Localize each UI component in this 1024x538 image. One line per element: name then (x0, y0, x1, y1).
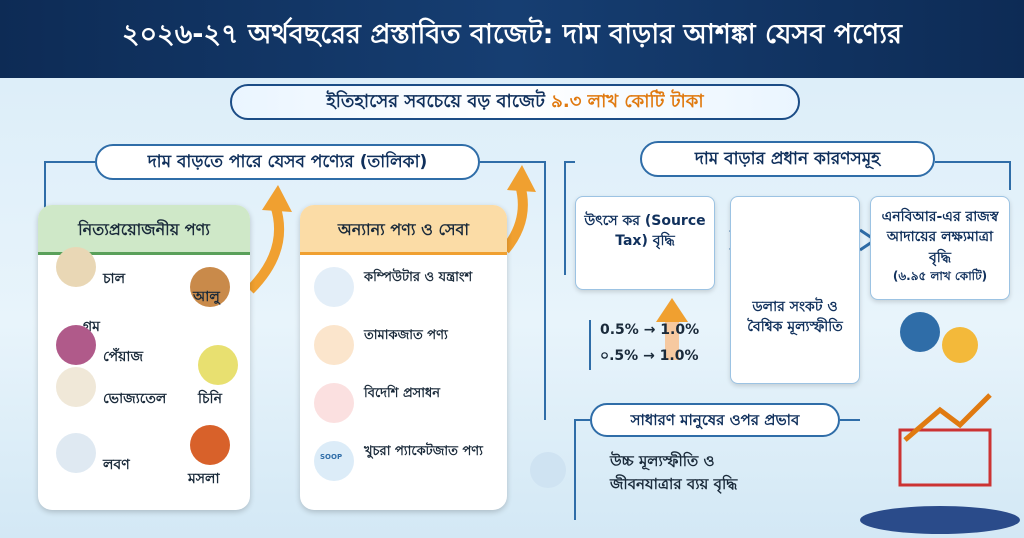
item-label: বিদেশি প্রসাধন (364, 386, 441, 401)
budget-highlight: ৯.৩ লাখ কোটি টাকা (551, 91, 704, 112)
item-icon (190, 267, 230, 307)
item-label: খুচরা প্যাকেটজাত পণ্য (364, 444, 483, 459)
rate: ০.5% → 1.0% (600, 348, 699, 364)
item-label: চাল (103, 271, 126, 287)
essentials-title: নিত্যপ্রয়োজনীয় পণ্য (38, 205, 250, 255)
item-icon (198, 345, 238, 385)
item-icon (314, 441, 354, 481)
item-icon (314, 383, 354, 423)
title: ২০২৬-২৭ অর্থবছরের প্রস্তাবিত বাজেট: দাম … (122, 19, 902, 50)
item-label: চিনি (198, 391, 222, 407)
rate: 0.5% → 1.0% (600, 322, 700, 338)
nbr-amount: (৬.৯৫ লাখ কোটি) (892, 268, 988, 283)
item-label: কম্পিউটার ও যন্ত্রাংশ (364, 270, 473, 285)
item-icon (190, 425, 230, 465)
icon-label: SOOP (320, 453, 343, 461)
item-icon (56, 433, 96, 473)
essentials-card: নিত্যপ্রয়োজনীয় পণ্য চাল গম আলু পেঁয়াজ ভোজ… (38, 205, 250, 510)
item-label: ভোজ্যতেল (103, 391, 167, 407)
impact-heading: সাধারণ মানুষের ওপর প্রভাব (590, 403, 840, 437)
item-label: পেঁয়াজ (103, 349, 144, 365)
item-label: লবণ (103, 457, 130, 473)
subtitle: ইতিহাসের সবচেয়ে বড় বাজেট (326, 91, 545, 112)
nbr-box: এনবিআর-এর রাজস্ব আদায়ের লক্ষ্যমাত্রা বৃ… (870, 196, 1010, 300)
impact-text: উচ্চ মূল্যস্ফীতি ও জীবনযাত্রার ব্যয় বৃদ… (610, 452, 738, 493)
item-icon (56, 367, 96, 407)
item-icon (314, 325, 354, 365)
subtitle-banner: ইতিহাসের সবচেয়ে বড় বাজেট ৯.৩ লাখ কোটি … (230, 84, 800, 120)
reasons-heading: দাম বাড়ার প্রধান কারণসমূহ (640, 141, 935, 177)
nbr-label: এনবিআর-এর রাজস্ব আদায়ের লক্ষ্যমাত্রা বৃ… (881, 209, 999, 266)
item-label: মসলা (188, 471, 220, 487)
item-icon (314, 267, 354, 307)
others-card: অন্যান্য পণ্য ও সেবা কম্পিউটার ও যন্ত্রা… (300, 205, 507, 510)
products-heading: দাম বাড়তে পারে যেসব পণ্যের (তালিকা) (95, 144, 480, 180)
others-title: অন্যান্য পণ্য ও সেবা (300, 205, 507, 255)
item-label: তামাকজাত পণ্য (364, 328, 448, 343)
item-icon (56, 325, 96, 365)
item-icon (56, 247, 96, 287)
item-label: আলু (193, 289, 220, 305)
dollar-box: ডলার সংকট ও বৈশ্বিক মূল্যস্ফীতি (730, 196, 860, 384)
header-band (0, 0, 1024, 78)
source-tax-box: উৎসে কর (Source Tax) বৃদ্ধি (575, 196, 715, 290)
